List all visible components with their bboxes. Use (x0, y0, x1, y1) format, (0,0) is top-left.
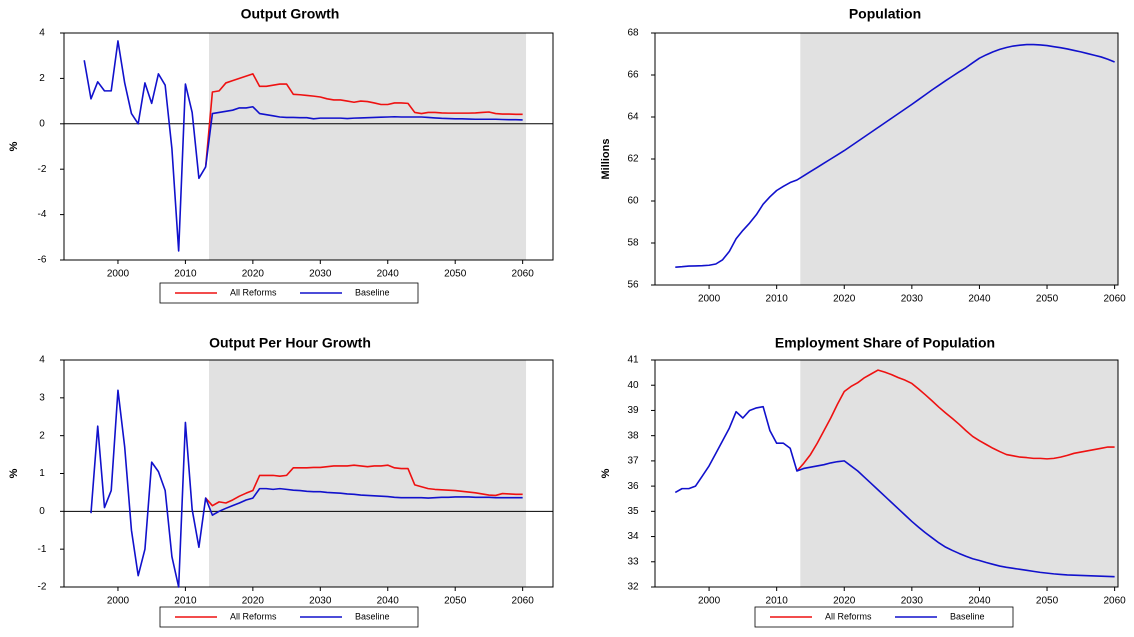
y-tick-label: 33 (627, 556, 639, 567)
legend-box (159, 282, 419, 304)
x-tick-label: 2050 (444, 269, 467, 280)
y-tick-label: 64 (627, 112, 639, 123)
y-tick-label: 66 (627, 70, 639, 81)
x-tick-label: 2050 (1036, 294, 1059, 305)
x-tick-label: 2040 (968, 294, 991, 305)
chart-title: Output Growth (241, 6, 340, 22)
series-line (796, 369, 1115, 472)
y-tick-label: -1 (38, 544, 47, 555)
x-tick-label: 2050 (444, 596, 467, 607)
y-axis-label: % (8, 141, 20, 151)
legend-label: Baseline (355, 611, 390, 621)
x-tick-label: 2060 (1103, 596, 1126, 607)
chart-panel: Population 56 58 60 62 64 66 68 2000 2010 2020 2030… (600, 6, 1126, 305)
y-axis-label: % (8, 468, 20, 478)
x-tick-label: 2040 (968, 596, 991, 607)
series-line (90, 389, 523, 588)
x-tick-label: 2050 (1036, 596, 1059, 607)
legend: All Reforms Baseline (159, 282, 419, 304)
chart-title: Output Per Hour Growth (209, 335, 371, 351)
x-tick-label: 2000 (698, 294, 721, 305)
y-tick-label: 41 (627, 355, 639, 366)
y-tick-label: -6 (38, 255, 47, 266)
chart-title: Employment Share of Population (775, 335, 995, 351)
y-tick-label: 36 (627, 481, 639, 492)
x-tick-label: 2020 (242, 269, 265, 280)
projection-shade (800, 360, 1118, 587)
y-tick-label: 0 (39, 118, 45, 129)
y-tick-label: 58 (627, 238, 639, 249)
y-tick-label: 4 (39, 28, 45, 39)
y-tick-label: 32 (627, 582, 639, 593)
y-tick-label: 37 (627, 456, 639, 467)
legend-label: Baseline (950, 611, 985, 621)
y-tick-label: 35 (627, 506, 639, 517)
projection-shade (800, 33, 1118, 285)
chart-panel: Output Growth -6 -4 -2 0 2 4 2000 2010 2020 2030 20… (8, 6, 554, 304)
series-line (675, 43, 1115, 268)
y-tick-label: 68 (627, 28, 639, 39)
x-tick-label: 2000 (107, 596, 130, 607)
x-tick-label: 2060 (512, 269, 535, 280)
y-axis-label: % (600, 468, 612, 478)
series-line (674, 405, 1115, 578)
x-tick-label: 2020 (833, 596, 856, 607)
y-tick-label: 4 (39, 355, 45, 366)
y-tick-label: -4 (38, 209, 47, 220)
legend-label: All Reforms (230, 287, 277, 297)
y-tick-label: 40 (627, 380, 639, 391)
x-tick-label: 2010 (174, 596, 197, 607)
x-tick-label: 2010 (766, 596, 789, 607)
y-tick-label: 39 (627, 405, 639, 416)
chart-title: Population (849, 6, 921, 22)
chart-panel: Employment Share of Population 32 33 34 35 36… (600, 335, 1126, 628)
y-tick-label: -2 (38, 582, 47, 593)
plot-frame (63, 32, 554, 261)
x-tick-label: 2030 (309, 596, 332, 607)
y-tick-label: 56 (627, 280, 639, 291)
legend-box (159, 606, 419, 628)
x-tick-label: 2060 (1103, 294, 1126, 305)
x-tick-label: 2030 (901, 294, 924, 305)
x-tick-label: 2040 (377, 269, 400, 280)
series-line (204, 73, 523, 168)
y-tick-label: 62 (627, 154, 639, 165)
x-tick-label: 2060 (512, 596, 535, 607)
y-tick-label: 3 (39, 392, 45, 403)
legend-box (754, 606, 1014, 628)
legend-label: All Reforms (825, 611, 872, 621)
legend: All Reforms Baseline (159, 606, 419, 628)
projection-shade (209, 33, 527, 260)
y-tick-label: 1 (39, 468, 45, 479)
legend-label: Baseline (355, 287, 390, 297)
x-tick-label: 2040 (377, 596, 400, 607)
y-tick-label: 2 (39, 73, 45, 84)
chart-panel: Output Per Hour Growth -2 -1 0 1 2 3 4 2000 2010 2… (8, 335, 554, 628)
y-tick-label: 2 (39, 430, 45, 441)
y-axis-label: Millions (600, 139, 612, 180)
x-tick-label: 2030 (901, 596, 924, 607)
x-tick-label: 2010 (174, 269, 197, 280)
y-tick-label: 38 (627, 430, 639, 441)
legend: All Reforms Baseline (754, 606, 1014, 628)
x-tick-label: 2000 (698, 596, 721, 607)
y-tick-label: -2 (38, 164, 47, 175)
x-tick-label: 2020 (242, 596, 265, 607)
x-tick-label: 2000 (107, 269, 130, 280)
legend-label: All Reforms (230, 611, 277, 621)
plot-frame (654, 359, 1119, 588)
y-tick-label: 60 (627, 196, 639, 207)
x-tick-label: 2010 (766, 294, 789, 305)
y-tick-label: 0 (39, 506, 45, 517)
x-tick-label: 2020 (833, 294, 856, 305)
x-tick-label: 2030 (309, 269, 332, 280)
series-line (205, 464, 523, 507)
series-line (83, 40, 523, 252)
y-tick-label: 34 (627, 531, 639, 542)
projection-shade (209, 360, 527, 587)
